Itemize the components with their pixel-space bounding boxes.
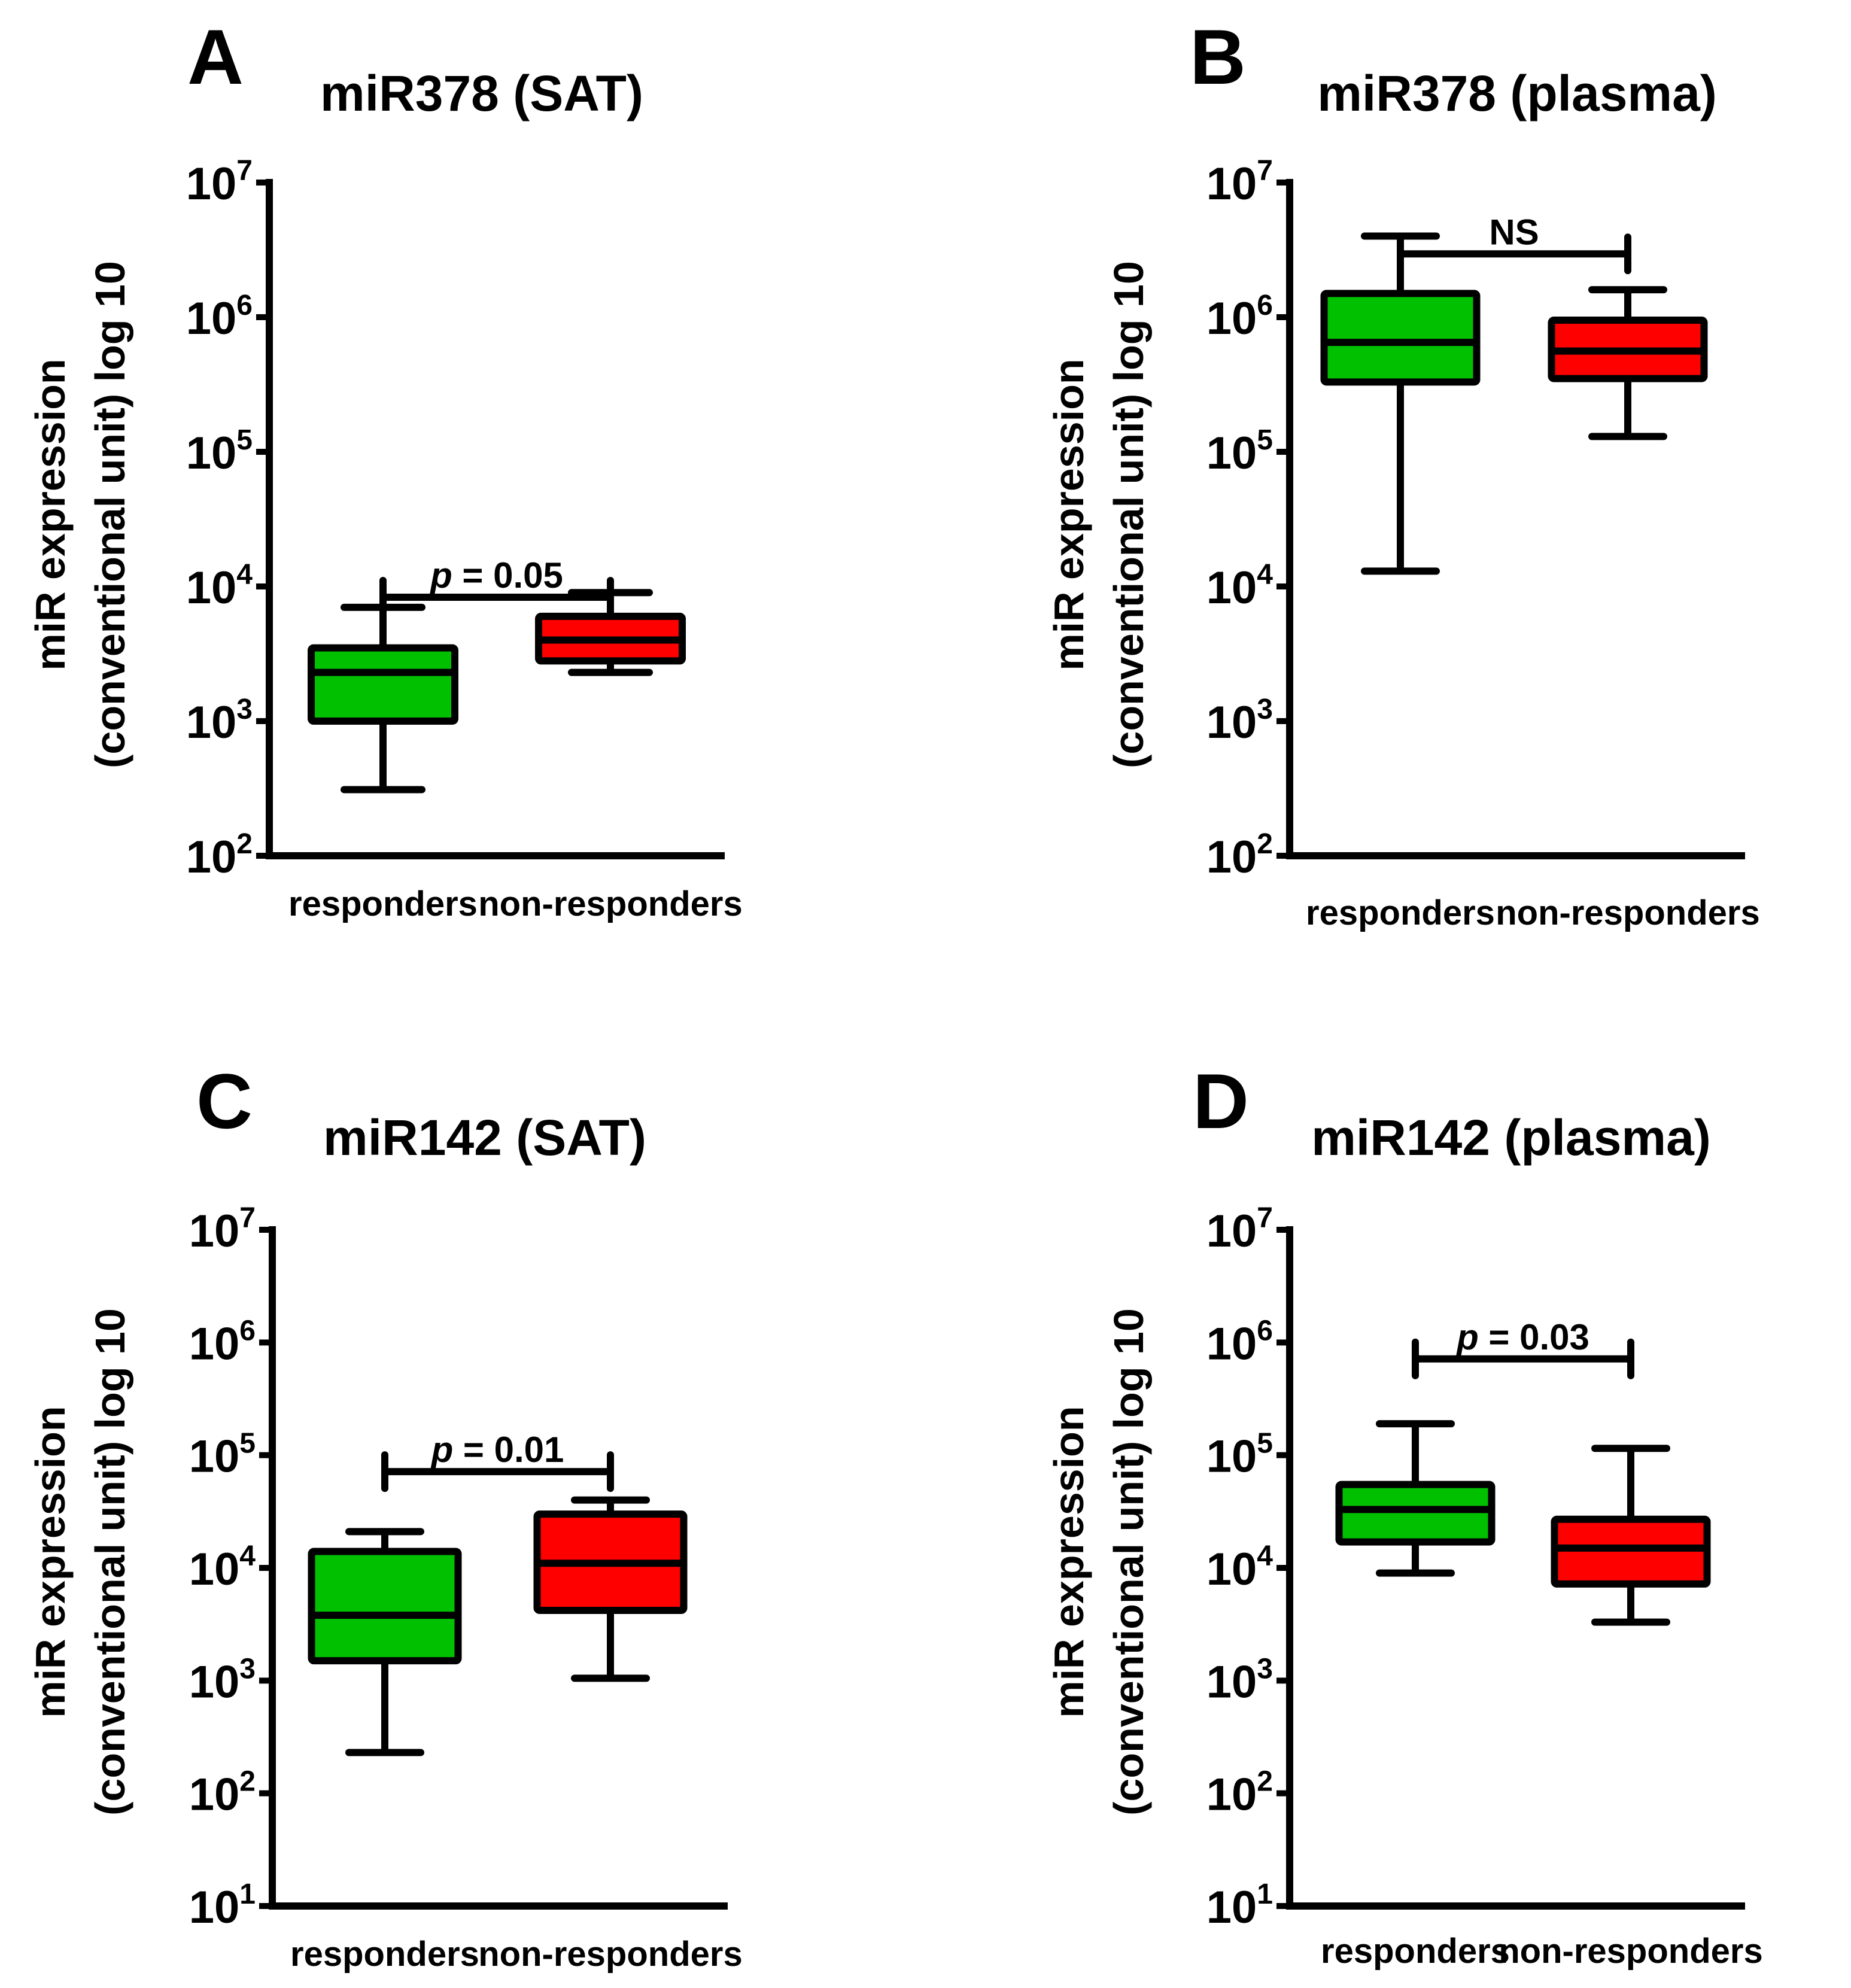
x-category-label: responders: [290, 1935, 479, 1974]
y-tick-label: 103: [1206, 694, 1273, 748]
y-tick-label: 102: [186, 828, 253, 883]
significance-bracket: NS: [1397, 212, 1631, 275]
x-category-label: responders: [288, 884, 478, 923]
y-axis-label-line2: (conventional unit) log 10: [1105, 261, 1152, 768]
x-category-label: non-responders: [478, 884, 743, 923]
y-axis-label: miR expression (conventional unit) log 1…: [1045, 261, 1152, 768]
y-tick-label: 101: [189, 1878, 256, 1933]
y-axis-label-line1: miR expression: [1045, 358, 1092, 670]
y-tick-label: 103: [186, 694, 253, 748]
y-tick-label: 103: [189, 1653, 256, 1707]
significance-label: NS: [1489, 212, 1539, 252]
y-tick-label: 107: [189, 1202, 256, 1257]
x-category-label: non-responders: [1496, 893, 1760, 932]
plot-area: 101 102 103 104 105 106 107 respondersnon-respo…: [1206, 1202, 1763, 1971]
panel-a: A miR378 (SAT) miR expression (conventio…: [27, 13, 743, 923]
panel-letter: B: [1190, 13, 1246, 101]
y-tick-label: 102: [189, 1766, 256, 1820]
box-responders: [1335, 1420, 1496, 1577]
box-responders: [308, 1528, 462, 1756]
y-tick-label: 104: [189, 1540, 256, 1595]
y-axis-label: miR expression (conventional unit) log 1…: [27, 261, 133, 768]
y-tick-label: 105: [1206, 1428, 1273, 1482]
chart-title: miR378 (SAT): [320, 65, 643, 121]
box-responders: [1320, 232, 1481, 575]
panel-c: C miR142 (SAT) miR expression (conventio…: [27, 1057, 743, 1974]
significance-label: p = 0.03: [1455, 1317, 1589, 1357]
y-tick-label: 102: [1206, 828, 1273, 883]
significance-label: p = 0.05: [429, 555, 563, 595]
box-iqr: [1335, 1481, 1496, 1546]
y-axis-label-line2: (conventional unit) log 10: [87, 1308, 133, 1816]
y-tick-label: 105: [1206, 424, 1273, 479]
y-tick-label: 107: [186, 155, 253, 209]
y-axis-label-line1: miR expression: [27, 358, 74, 670]
significance-bracket: p = 0.05: [379, 555, 614, 618]
panel-letter: A: [187, 13, 244, 101]
y-tick-label: 105: [186, 424, 253, 479]
panel-letter: D: [1193, 1057, 1249, 1145]
panel-letter: C: [196, 1057, 253, 1145]
y-tick-label: 107: [1206, 155, 1273, 209]
box-non-responders: [1548, 286, 1708, 440]
y-tick-label: 104: [1206, 1540, 1273, 1595]
y-tick-label: 106: [186, 290, 253, 344]
y-tick-label: 101: [1206, 1878, 1273, 1933]
y-tick-label: 107: [1206, 1202, 1273, 1257]
x-category-label: non-responders: [1499, 1932, 1763, 1971]
plot-area: 102 103 104 105 106 107 responders non-responde…: [186, 155, 743, 923]
y-tick-label: 104: [1206, 559, 1273, 613]
chart-title: miR378 (plasma): [1317, 65, 1717, 121]
box-non-responders: [533, 1496, 688, 1682]
y-axis-label-line1: miR expression: [1045, 1406, 1092, 1718]
y-tick-label: 104: [186, 559, 253, 613]
y-axis-label: miR expression (conventional unit) log 1…: [27, 1308, 133, 1816]
y-tick-label: 102: [1206, 1766, 1273, 1820]
significance-bracket: p = 0.01: [381, 1430, 614, 1492]
significance-bracket: p = 0.03: [1412, 1317, 1634, 1379]
x-category-label: responders: [1306, 893, 1495, 932]
y-tick-label: 106: [1206, 1315, 1273, 1369]
x-category-label: non-responders: [478, 1935, 743, 1974]
panel-b: B miR378 (plasma) miR expression (conven…: [1045, 13, 1760, 932]
y-axis-label-line1: miR expression: [27, 1406, 74, 1718]
y-tick-label: 106: [189, 1315, 256, 1369]
significance-label: p = 0.01: [430, 1430, 564, 1470]
plot-area: 101 102 103 104 105 106 107 respondersnon-respo…: [189, 1202, 743, 1974]
box-iqr: [1320, 290, 1481, 386]
box-iqr: [308, 1548, 462, 1665]
y-axis-label: miR expression (conventional unit) log 1…: [1045, 1308, 1152, 1816]
chart-title: miR142 (SAT): [323, 1109, 646, 1166]
y-axis-label-line2: (conventional unit) log 10: [87, 261, 133, 768]
box-responders: [308, 603, 458, 794]
box-non-responders: [1551, 1445, 1711, 1626]
y-axis-label-line2: (conventional unit) log 10: [1105, 1308, 1152, 1816]
panel-d: D miR142 (plasma) miR expression (conven…: [1045, 1057, 1763, 1971]
y-tick-label: 103: [1206, 1653, 1273, 1707]
box-iqr: [308, 644, 458, 725]
plot-area: 102 103 104 105 106 107 responders non-responde…: [1206, 155, 1760, 932]
y-tick-label: 105: [189, 1428, 256, 1482]
x-category-label: responders: [1321, 1932, 1510, 1971]
y-tick-label: 106: [1206, 290, 1273, 344]
chart-title: miR142 (plasma): [1311, 1109, 1711, 1166]
